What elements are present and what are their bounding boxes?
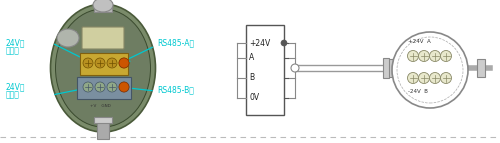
Circle shape	[397, 37, 463, 103]
Bar	[60, 31, 76, 43]
Circle shape	[408, 50, 418, 61]
Ellipse shape	[57, 29, 79, 47]
Bar	[80, 53, 128, 75]
Circle shape	[418, 50, 430, 61]
Circle shape	[440, 50, 452, 61]
Text: +V    GND: +V GND	[90, 104, 111, 108]
Bar	[94, 2, 112, 12]
Circle shape	[408, 73, 418, 84]
Bar	[97, 119, 109, 139]
Circle shape	[281, 40, 287, 46]
Circle shape	[83, 58, 93, 68]
Text: RS485-B极: RS485-B极	[157, 85, 194, 94]
Text: 0V: 0V	[249, 94, 259, 103]
Circle shape	[83, 82, 93, 92]
Text: 源正极: 源正极	[6, 46, 20, 55]
Circle shape	[440, 73, 452, 84]
Ellipse shape	[93, 0, 113, 12]
Circle shape	[430, 73, 440, 84]
Text: 24V电: 24V电	[6, 82, 25, 91]
Bar	[94, 117, 112, 123]
Circle shape	[291, 64, 299, 72]
Circle shape	[119, 82, 129, 92]
Circle shape	[119, 58, 129, 68]
Ellipse shape	[56, 9, 150, 127]
Text: RS485-A极: RS485-A极	[157, 38, 194, 47]
Text: +24V  A: +24V A	[408, 39, 431, 44]
Ellipse shape	[50, 4, 156, 132]
Circle shape	[392, 32, 468, 108]
Circle shape	[95, 58, 105, 68]
Circle shape	[107, 82, 117, 92]
Bar	[388, 59, 396, 77]
Bar	[383, 58, 389, 78]
Bar	[77, 77, 131, 99]
Text: -24V  B: -24V B	[408, 89, 428, 94]
Circle shape	[107, 58, 117, 68]
Text: A: A	[249, 53, 254, 62]
Text: B: B	[249, 74, 254, 83]
Circle shape	[418, 73, 430, 84]
Text: 源负极: 源负极	[6, 90, 20, 99]
Bar	[477, 59, 485, 77]
Text: 24V电: 24V电	[6, 38, 25, 47]
Circle shape	[119, 58, 129, 68]
Circle shape	[430, 50, 440, 61]
FancyBboxPatch shape	[82, 27, 124, 49]
Bar	[246, 25, 284, 115]
Circle shape	[95, 82, 105, 92]
Text: +24V: +24V	[249, 38, 270, 47]
Circle shape	[119, 82, 129, 92]
